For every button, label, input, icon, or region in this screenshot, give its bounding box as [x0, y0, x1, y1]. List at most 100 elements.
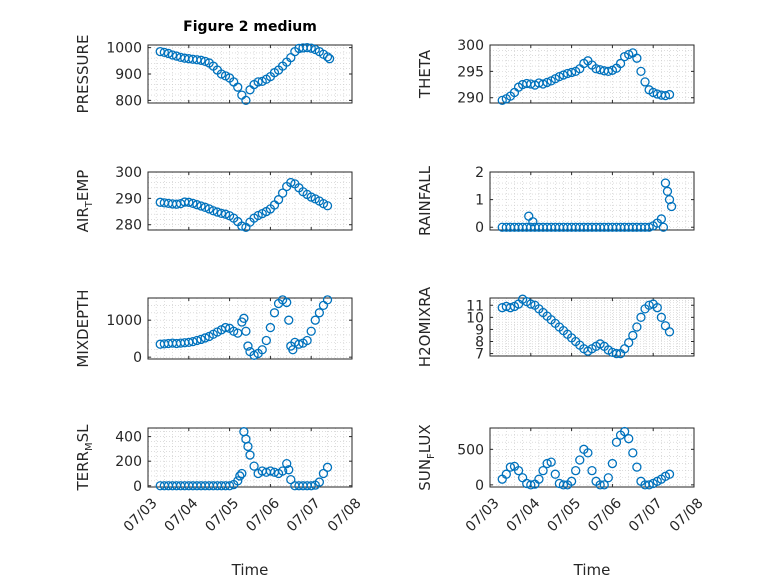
data-point — [526, 480, 536, 490]
data-point — [265, 322, 276, 333]
x-tick-label: 07/07 — [626, 495, 666, 535]
data-point — [196, 334, 206, 345]
data-point — [188, 198, 198, 209]
data-point — [534, 474, 544, 484]
y-tick-label: 500 — [457, 442, 484, 458]
x-axis-label: Time — [573, 561, 611, 579]
data-point — [192, 335, 202, 346]
data-point — [306, 326, 316, 336]
data-point — [599, 480, 609, 490]
data-point — [542, 77, 552, 88]
data-point — [314, 308, 325, 318]
data-point — [505, 303, 516, 313]
data-point — [196, 201, 206, 211]
chart-air_temp: 280 290 300 AIRTEMP — [74, 165, 353, 234]
data-point — [249, 461, 259, 471]
data-point — [632, 462, 642, 472]
data-point — [273, 195, 284, 205]
data-point — [528, 217, 538, 227]
data-point — [566, 67, 577, 78]
axes-box — [489, 427, 695, 488]
data-point — [656, 214, 667, 224]
data-point — [628, 448, 638, 458]
x-tick-label: 07/04 — [504, 495, 544, 535]
data-point — [310, 315, 320, 325]
data-point — [513, 466, 524, 476]
axes-box — [147, 427, 353, 488]
data-point — [235, 471, 245, 481]
y-tick-label: 300 — [115, 165, 142, 181]
y-tick-label: 900 — [115, 67, 142, 83]
axes-box — [147, 297, 353, 360]
y-tick-label: 280 — [115, 218, 142, 234]
data-point — [615, 58, 626, 69]
data-point — [632, 53, 642, 63]
data-point — [212, 207, 223, 217]
data-point — [664, 89, 675, 100]
data-point — [603, 473, 613, 483]
y-axis-label: RAINFALL — [416, 165, 434, 236]
data-point — [243, 441, 253, 452]
data-point — [550, 469, 560, 479]
data-point — [640, 77, 650, 87]
data-point — [163, 48, 174, 59]
x-tick-label: 07/03 — [121, 495, 161, 535]
data-point — [562, 68, 573, 79]
chart-sun_flux: 0 500 07/03 07/04 07/05 07/06 07/07 07/08 Time SU… — [416, 424, 707, 579]
data-point — [624, 49, 634, 60]
data-point — [611, 437, 622, 447]
data-point — [666, 201, 677, 212]
y-tick-label: 295 — [457, 64, 484, 80]
data-point — [546, 457, 556, 467]
y-axis-label: SUNFLUX — [416, 424, 437, 490]
data-point — [269, 308, 280, 318]
data-point — [192, 200, 202, 210]
data-point — [603, 66, 613, 77]
chart-terr_msl: 0 200 400 07/03 07/04 07/05 07/06 07/07 07/08 Tim… — [74, 424, 365, 579]
data-point — [619, 426, 630, 437]
plot-area — [490, 428, 694, 487]
data-point — [282, 458, 292, 469]
data-point — [220, 209, 231, 219]
data-point — [644, 222, 654, 232]
data-point — [282, 297, 292, 308]
data-point — [322, 52, 333, 62]
data-point — [501, 469, 511, 479]
data-point — [505, 462, 516, 472]
y-tick-label: 300 — [457, 38, 484, 54]
data-point — [322, 295, 333, 305]
data-point — [656, 312, 667, 322]
series-points — [497, 48, 675, 106]
y-tick-label: 10 — [466, 310, 484, 326]
data-point — [660, 90, 671, 101]
x-tick-label: 07/08 — [325, 495, 365, 535]
data-point — [554, 71, 565, 82]
x-tick-label: 07/06 — [585, 495, 625, 535]
data-point — [253, 77, 263, 87]
data-point — [558, 480, 569, 490]
y-axis-label: TERRMSL — [74, 424, 95, 492]
chart-mixdepth: 0 1000 MIXDEPTH — [74, 289, 353, 368]
x-tick-label: 07/08 — [667, 495, 707, 535]
series-points — [497, 178, 677, 232]
data-point — [294, 339, 304, 349]
data-point — [159, 47, 169, 58]
data-point — [587, 466, 597, 476]
chart-title: Figure 2 medium — [183, 19, 317, 35]
y-tick-label: 1000 — [106, 313, 142, 329]
y-axis-label: PRESSURE — [74, 35, 92, 114]
data-point — [624, 338, 634, 348]
x-axis-label: Time — [231, 561, 269, 579]
data-point — [664, 327, 675, 337]
y-tick-label: 1000 — [106, 41, 142, 57]
data-point — [595, 480, 605, 490]
data-point — [591, 64, 601, 74]
axes-box — [489, 171, 695, 231]
chart-pressure: 800 900 1000 PRESSURE Figure 2 medium — [74, 19, 353, 114]
data-point — [628, 330, 638, 341]
data-point — [306, 43, 316, 53]
data-point — [284, 315, 294, 325]
series-points — [155, 427, 333, 491]
